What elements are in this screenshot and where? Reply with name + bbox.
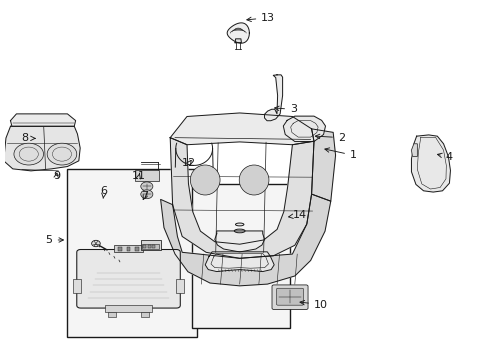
Bar (114, 244, 142, 252)
Polygon shape (205, 252, 274, 271)
Polygon shape (160, 194, 330, 286)
Bar (135, 170, 159, 181)
Bar (104, 305, 152, 312)
Ellipse shape (234, 229, 244, 233)
Ellipse shape (47, 143, 77, 165)
Text: 2: 2 (315, 133, 345, 143)
Bar (143, 245, 146, 248)
Polygon shape (170, 113, 313, 145)
Text: 9: 9 (53, 171, 60, 181)
Bar (67, 170, 196, 337)
Bar (73, 279, 81, 293)
Ellipse shape (239, 165, 268, 195)
Bar (140, 240, 160, 250)
Bar (118, 247, 122, 251)
Ellipse shape (14, 143, 43, 165)
Ellipse shape (190, 165, 220, 195)
Polygon shape (227, 23, 249, 43)
Text: 13: 13 (246, 13, 275, 23)
Circle shape (141, 182, 153, 191)
Polygon shape (170, 138, 313, 258)
Bar (135, 247, 139, 251)
Text: 14: 14 (288, 210, 306, 220)
Polygon shape (410, 144, 416, 157)
Polygon shape (264, 75, 282, 121)
Text: 4: 4 (437, 152, 452, 162)
Text: 1: 1 (324, 148, 356, 160)
Bar (141, 312, 149, 317)
Bar (176, 279, 184, 293)
Text: 5: 5 (45, 235, 63, 245)
Text: 6: 6 (101, 186, 107, 198)
Ellipse shape (235, 223, 244, 226)
Bar (108, 312, 115, 317)
Text: 10: 10 (300, 300, 327, 310)
Text: 3: 3 (274, 104, 296, 114)
Bar (126, 247, 130, 251)
Bar (147, 245, 150, 248)
Text: 7: 7 (141, 191, 148, 201)
Polygon shape (11, 114, 76, 126)
Polygon shape (410, 135, 449, 192)
Text: 8: 8 (21, 133, 35, 143)
Circle shape (141, 190, 153, 199)
Polygon shape (4, 126, 80, 171)
Bar (191, 184, 289, 328)
FancyBboxPatch shape (77, 249, 180, 308)
FancyBboxPatch shape (271, 285, 307, 310)
Polygon shape (214, 231, 264, 252)
Circle shape (91, 240, 100, 247)
Bar (152, 245, 155, 248)
Text: 11: 11 (132, 171, 145, 181)
Polygon shape (311, 129, 335, 201)
FancyBboxPatch shape (276, 288, 303, 305)
Text: 12: 12 (182, 158, 196, 168)
Bar (142, 243, 159, 249)
Polygon shape (235, 39, 241, 43)
Polygon shape (283, 116, 325, 141)
